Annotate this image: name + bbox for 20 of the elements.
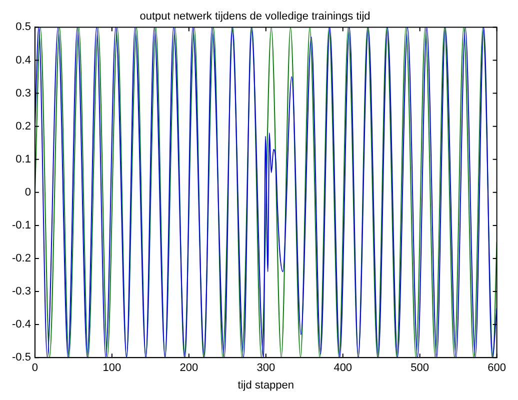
y-tick-label: -0.3 xyxy=(12,286,31,298)
x-tick-label: 500 xyxy=(410,362,430,374)
line-series xyxy=(34,27,497,358)
x-tick-label: 300 xyxy=(256,362,276,374)
y-tick-label: -0.1 xyxy=(12,219,31,232)
y-tick-label: -0.2 xyxy=(12,252,31,265)
y-tick-label: 0.2 xyxy=(16,120,31,132)
x-tick-label: 600 xyxy=(488,362,506,374)
y-tick-label: 0.3 xyxy=(16,87,31,100)
y-tick-label: -0.4 xyxy=(12,318,31,331)
x-tick-label: 100 xyxy=(102,362,122,374)
x-tick-label: 200 xyxy=(180,362,198,374)
y-tick-label: 0 xyxy=(24,186,31,198)
x-tick-label: 400 xyxy=(334,362,352,374)
chart-title: output netwerk tijdens de volledige trainings tijd xyxy=(140,10,370,23)
y-tick-label: 0.5 xyxy=(16,21,31,34)
y-tick-label: 0.1 xyxy=(16,153,31,166)
x-axis-title: tijd stappen xyxy=(238,379,294,392)
y-tick-label: 0.4 xyxy=(16,54,31,66)
y-tick-label: -0.5 xyxy=(12,352,31,364)
